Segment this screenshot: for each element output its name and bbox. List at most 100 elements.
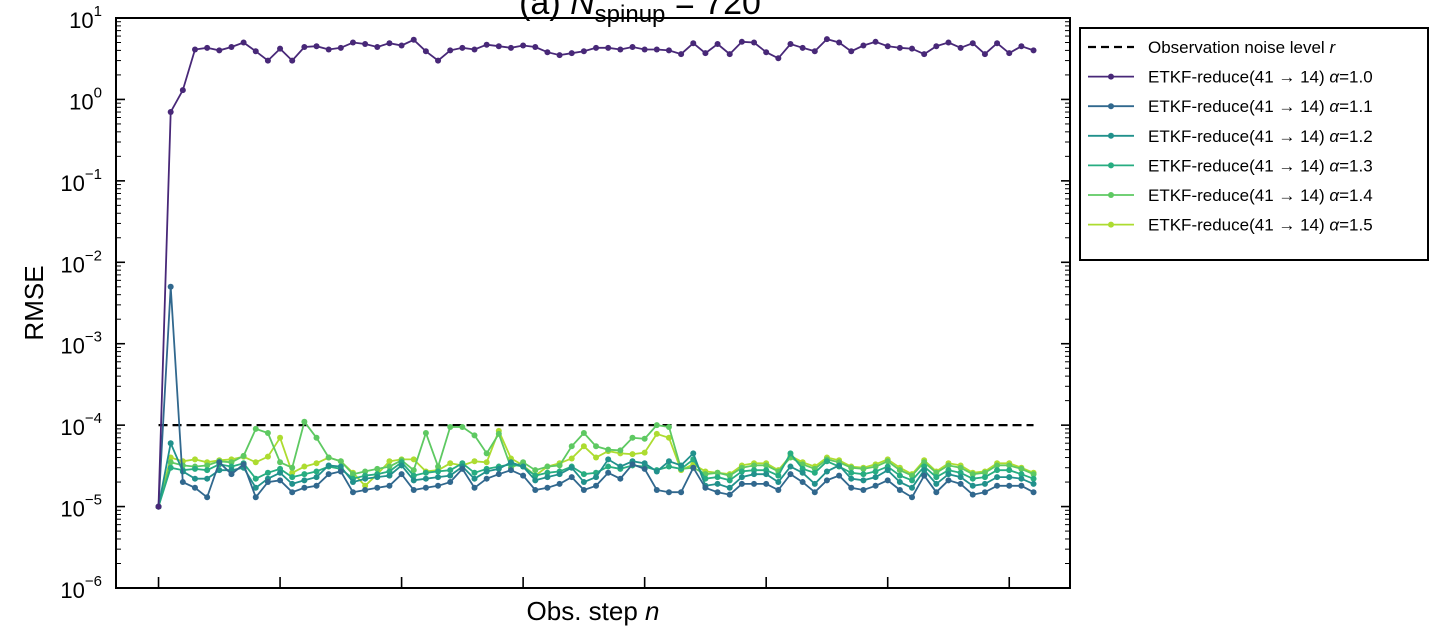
data-point — [532, 44, 539, 51]
data-point — [763, 471, 770, 478]
data-point — [386, 463, 393, 470]
data-point — [325, 46, 332, 53]
data-point — [228, 459, 235, 466]
data-point — [1018, 471, 1025, 478]
data-point — [860, 465, 867, 472]
plot-area — [155, 36, 1037, 510]
y-tick-exp: −4 — [85, 410, 102, 427]
data-point — [167, 454, 174, 461]
legend-label: ETKF-reduce(41 → 14) α=1.1 — [1148, 97, 1373, 116]
data-point — [872, 463, 879, 470]
title: (a) Nspinup = 720 — [519, 0, 761, 28]
data-point — [374, 44, 381, 51]
data-point — [981, 489, 988, 496]
data-point — [313, 468, 320, 475]
data-point — [337, 44, 344, 51]
data-point — [872, 482, 879, 489]
data-point — [228, 471, 235, 478]
data-point — [580, 430, 587, 437]
legend-label: ETKF-reduce(41 → 14) α=1.5 — [1148, 216, 1373, 235]
y-tick-label: 100 — [69, 84, 102, 114]
data-point — [933, 489, 940, 496]
data-point — [349, 471, 356, 478]
data-point — [435, 482, 442, 489]
data-point — [969, 471, 976, 478]
data-point — [191, 475, 198, 482]
data-point — [349, 489, 356, 496]
data-point — [410, 456, 417, 463]
data-point — [969, 40, 976, 47]
data-point — [374, 465, 381, 472]
data-point — [301, 463, 308, 470]
data-point — [605, 44, 612, 51]
data-point — [544, 469, 551, 476]
data-point — [483, 468, 490, 475]
data-point — [702, 50, 709, 57]
data-point — [167, 440, 174, 447]
data-point — [787, 40, 794, 47]
data-point — [665, 489, 672, 496]
data-point — [240, 39, 247, 46]
data-point — [289, 474, 296, 481]
data-point — [848, 469, 855, 476]
legend-entry: ETKF-reduce(41 → 14) α=1.2 — [1088, 127, 1373, 146]
data-point — [556, 52, 563, 59]
series-4 — [155, 418, 1037, 510]
data-point — [909, 484, 916, 491]
data-point — [1030, 480, 1037, 487]
data-point — [325, 471, 332, 478]
data-point — [653, 468, 660, 475]
data-point — [301, 471, 308, 478]
data-point — [1006, 462, 1013, 469]
data-point — [726, 51, 733, 58]
data-point — [422, 48, 429, 55]
series-2 — [155, 440, 1037, 510]
data-point — [665, 458, 672, 465]
data-point — [969, 475, 976, 482]
data-point — [981, 51, 988, 58]
data-point — [155, 503, 162, 510]
data-point — [289, 489, 296, 496]
legend-entry: Observation noise level r — [1088, 38, 1336, 57]
data-point — [884, 458, 891, 465]
data-point — [191, 465, 198, 472]
legend-marker — [1108, 162, 1114, 169]
data-point — [981, 474, 988, 481]
data-point — [605, 463, 612, 470]
y-tick-label: 10−6 — [60, 573, 102, 603]
data-point — [738, 480, 745, 487]
data-point — [738, 468, 745, 475]
data-point — [593, 474, 600, 481]
data-point — [216, 47, 223, 54]
y-tick-exp: −2 — [85, 247, 102, 264]
data-point — [398, 471, 405, 478]
data-point — [763, 480, 770, 487]
legend-marker — [1108, 73, 1114, 80]
legend-label: ETKF-reduce(41 → 14) α=1.4 — [1148, 186, 1373, 205]
data-point — [665, 423, 672, 430]
data-point — [884, 477, 891, 484]
data-point — [836, 472, 843, 479]
data-point — [252, 494, 259, 501]
data-point — [921, 459, 928, 466]
data-point — [1030, 489, 1037, 496]
data-point — [252, 475, 259, 482]
data-point — [459, 423, 466, 430]
data-point — [568, 474, 575, 481]
data-point — [653, 486, 660, 493]
data-point — [605, 456, 612, 463]
data-point — [848, 48, 855, 55]
data-point — [459, 44, 466, 51]
data-point — [313, 482, 320, 489]
legend-label: Observation noise level r — [1148, 38, 1336, 57]
data-point — [593, 443, 600, 450]
data-point — [167, 459, 174, 466]
data-point — [921, 51, 928, 58]
data-point — [714, 489, 721, 496]
data-point — [580, 443, 587, 450]
data-point — [264, 57, 271, 64]
data-point — [714, 480, 721, 487]
y-tick-base: 10 — [60, 578, 84, 603]
data-point — [860, 477, 867, 484]
data-point — [289, 469, 296, 476]
